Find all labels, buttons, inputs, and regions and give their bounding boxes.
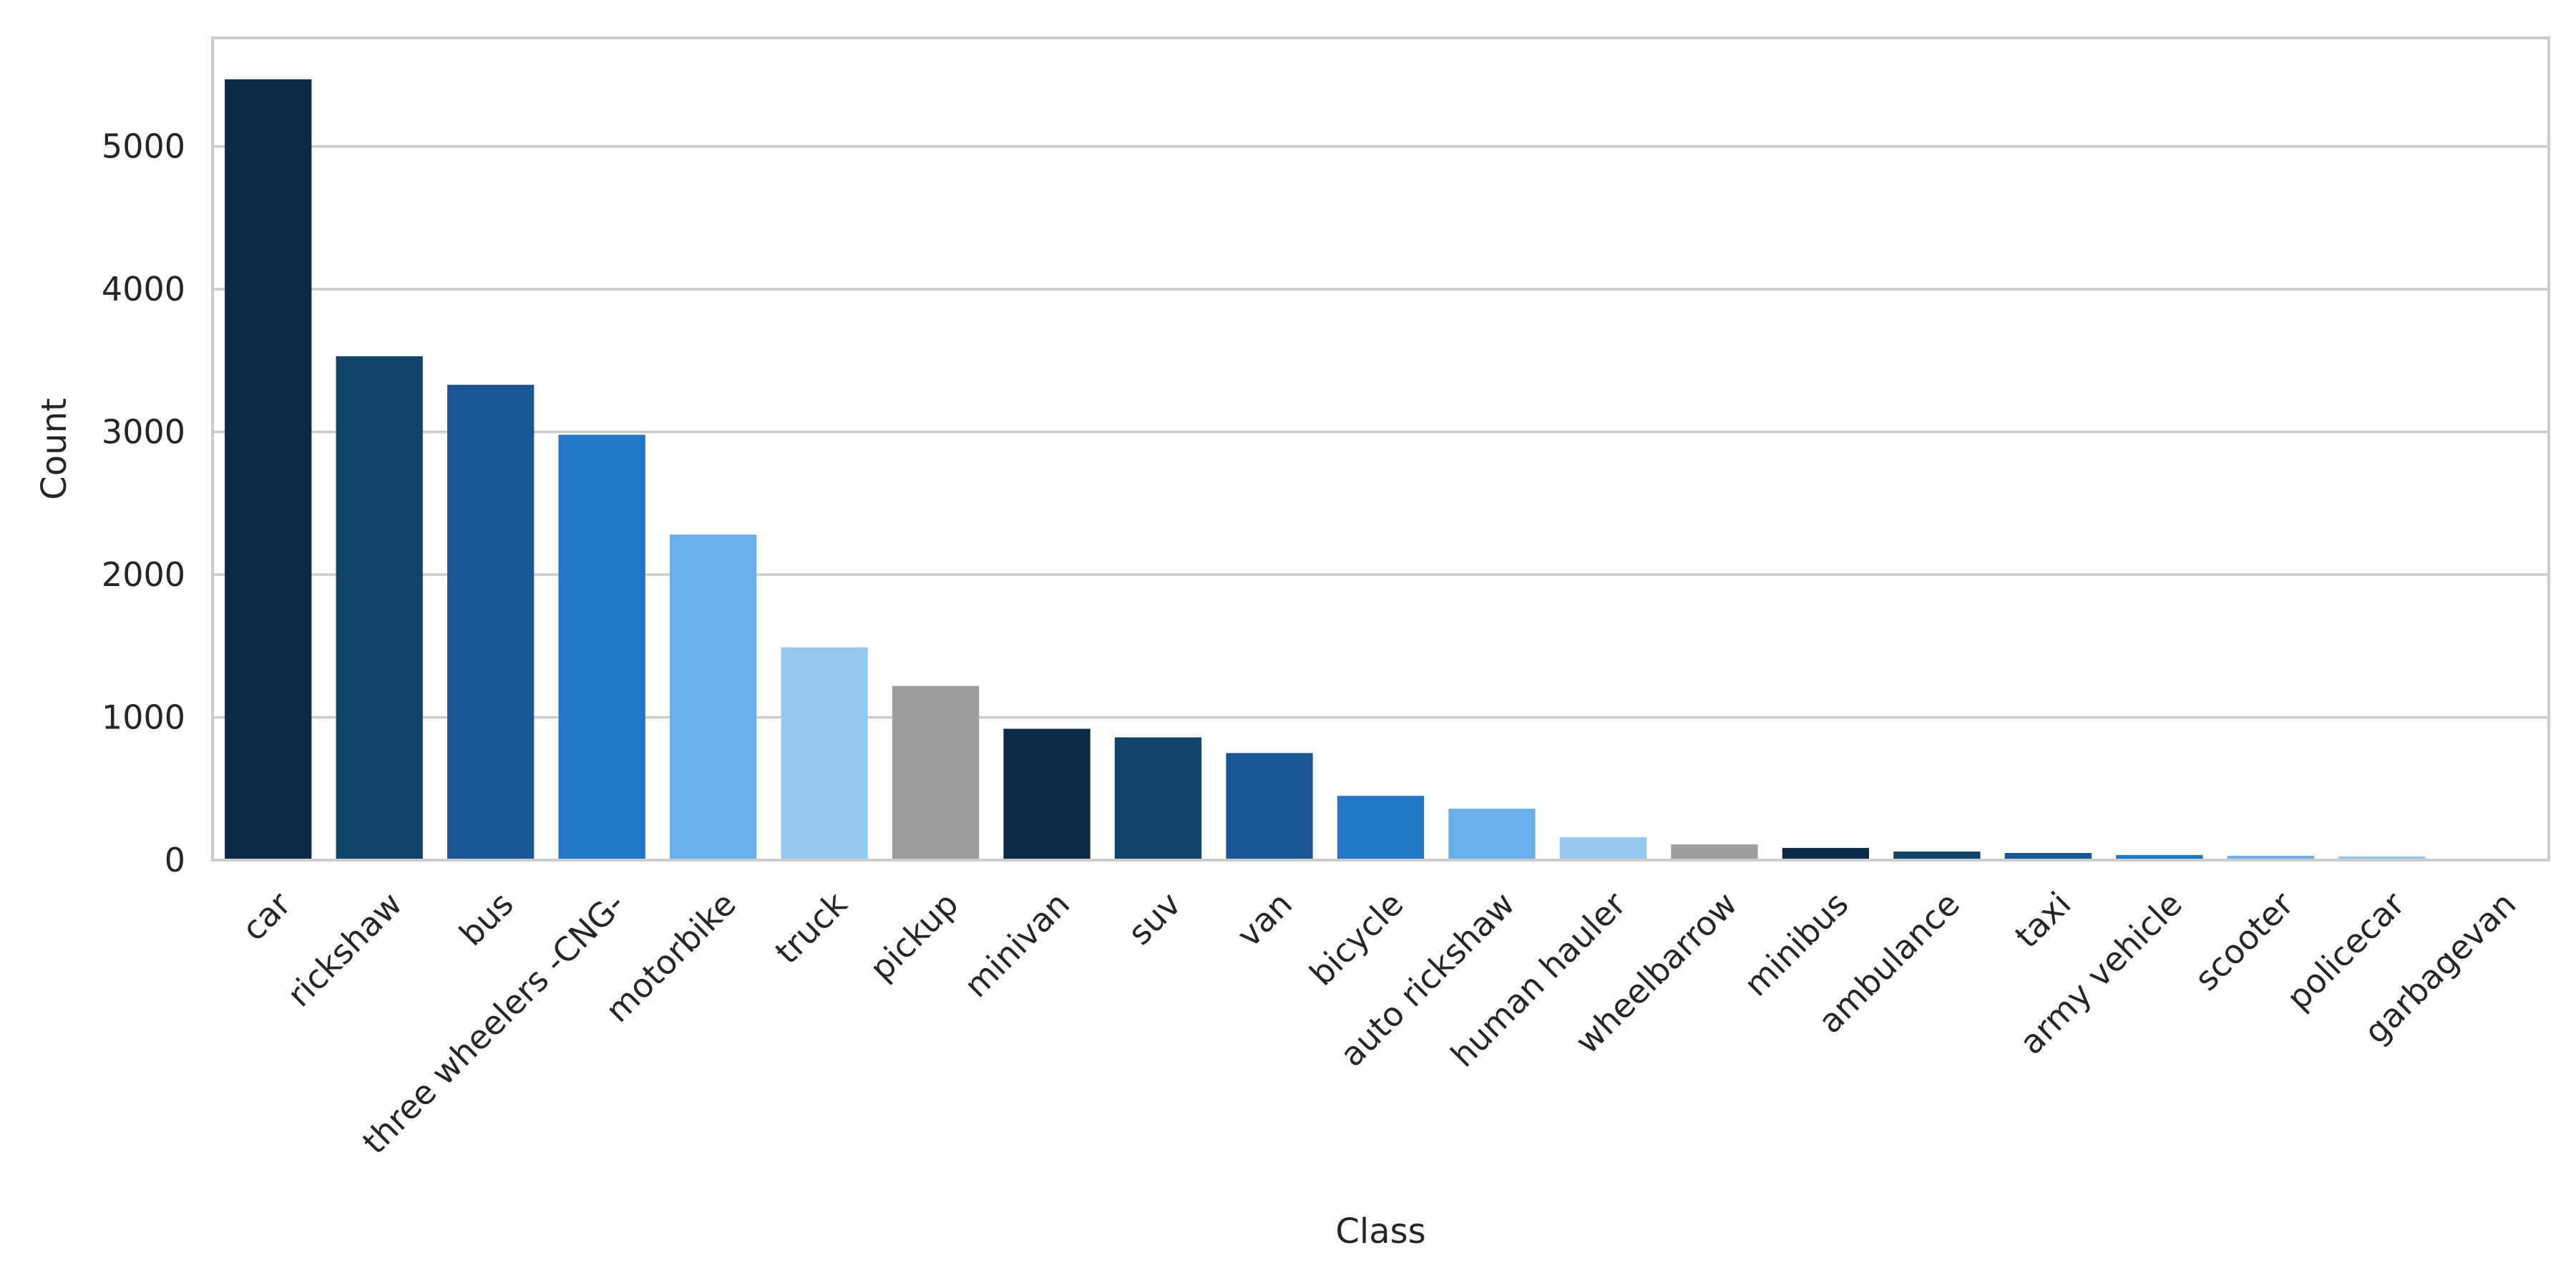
bar-auto-rickshaw <box>1448 809 1536 860</box>
x-tick-label: van <box>1229 884 1299 955</box>
bar-bus <box>447 384 535 860</box>
plot-frame <box>211 36 2550 862</box>
x-tick-label: rickshaw <box>280 884 409 1014</box>
x-tick-label: scooter <box>2187 884 2301 998</box>
x-tick-label: pickup <box>862 884 966 988</box>
x-tick-label: bus <box>452 884 520 953</box>
bar-three-wheelers-cng- <box>558 434 645 860</box>
y-tick-label: 5000 <box>102 127 185 166</box>
y-axis-ticks: 0 1000 2000 3000 4000 5000 <box>102 127 185 879</box>
y-tick-label: 0 <box>165 841 185 879</box>
bar-wheelbarrow <box>1671 844 1758 860</box>
y-tick-label: 2000 <box>102 555 185 594</box>
x-tick-label: minivan <box>957 884 1077 1005</box>
bar-truck <box>781 647 868 860</box>
y-tick-label: 1000 <box>102 698 185 737</box>
bar-van <box>1226 753 1313 860</box>
bar-taxi <box>2004 853 2092 860</box>
bar-army-vehicle <box>2116 855 2203 860</box>
x-axis-title: Class <box>1335 1211 1425 1252</box>
bar-scooter <box>2227 856 2314 860</box>
x-tick-label: taxi <box>2007 884 2078 955</box>
bar-minivan <box>1003 728 1091 860</box>
x-tick-label: car <box>234 884 298 948</box>
bar-motorbike <box>670 535 757 860</box>
bar-policecar <box>2338 857 2426 860</box>
x-tick-label: truck <box>768 884 855 972</box>
bar-pickup <box>892 686 980 860</box>
bars <box>225 79 2537 861</box>
bar-human-hauler <box>1559 837 1647 860</box>
y-tick-label: 3000 <box>102 413 185 452</box>
bar-minibus <box>1782 848 1870 860</box>
x-tick-label: suv <box>1121 884 1189 952</box>
bar-suv <box>1114 737 1202 860</box>
x-tick-label: bicycle <box>1302 884 1411 993</box>
bar-rickshaw <box>336 356 423 861</box>
bar-ambulance <box>1893 852 1981 860</box>
y-tick-label: 4000 <box>102 270 185 308</box>
y-axis-title: Count <box>34 398 74 500</box>
bar-bicycle <box>1337 796 1425 860</box>
bar-car <box>225 79 312 860</box>
